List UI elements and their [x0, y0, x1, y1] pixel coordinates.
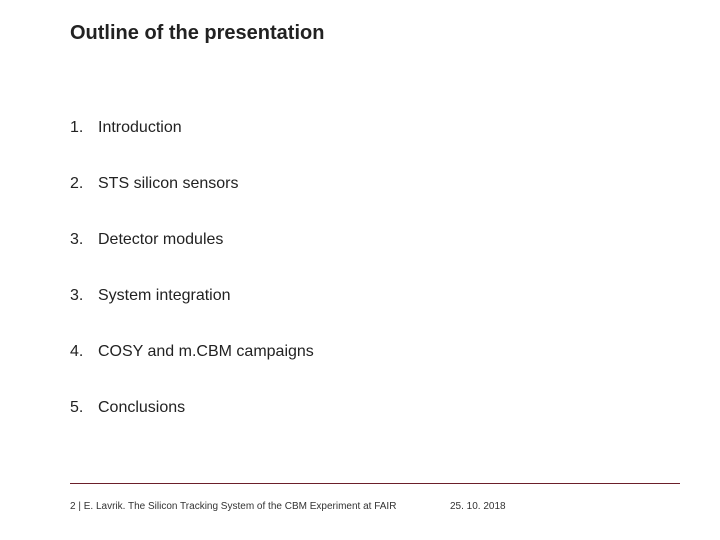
item-label: Introduction [98, 118, 370, 138]
item-label: Conclusions [98, 398, 370, 418]
list-item: 2. STS silicon sensors [70, 174, 370, 194]
footer-left: 2 | E. Lavrik. The Silicon Tracking Syst… [70, 501, 396, 512]
slide-title: Outline of the presentation [70, 22, 324, 45]
item-number: 3. [70, 230, 98, 250]
item-number: 5. [70, 398, 98, 418]
outline-list: 1. Introduction 2. STS silicon sensors 3… [70, 118, 370, 454]
footer-divider [70, 483, 680, 484]
item-number: 2. [70, 174, 98, 194]
item-number: 4. [70, 342, 98, 362]
item-label: Detector modules [98, 230, 370, 250]
item-number: 3. [70, 286, 98, 306]
item-label: COSY and m.CBM campaigns [98, 342, 370, 362]
slide: Outline of the presentation 1. Introduct… [0, 0, 720, 540]
list-item: 3. System integration [70, 286, 370, 306]
item-number: 1. [70, 118, 98, 138]
item-label: System integration [98, 286, 370, 306]
footer-date: 25. 10. 2018 [450, 501, 506, 512]
list-item: 1. Introduction [70, 118, 370, 138]
list-item: 4. COSY and m.CBM campaigns [70, 342, 370, 362]
list-item: 3. Detector modules [70, 230, 370, 250]
item-label: STS silicon sensors [98, 174, 370, 194]
list-item: 5. Conclusions [70, 398, 370, 418]
